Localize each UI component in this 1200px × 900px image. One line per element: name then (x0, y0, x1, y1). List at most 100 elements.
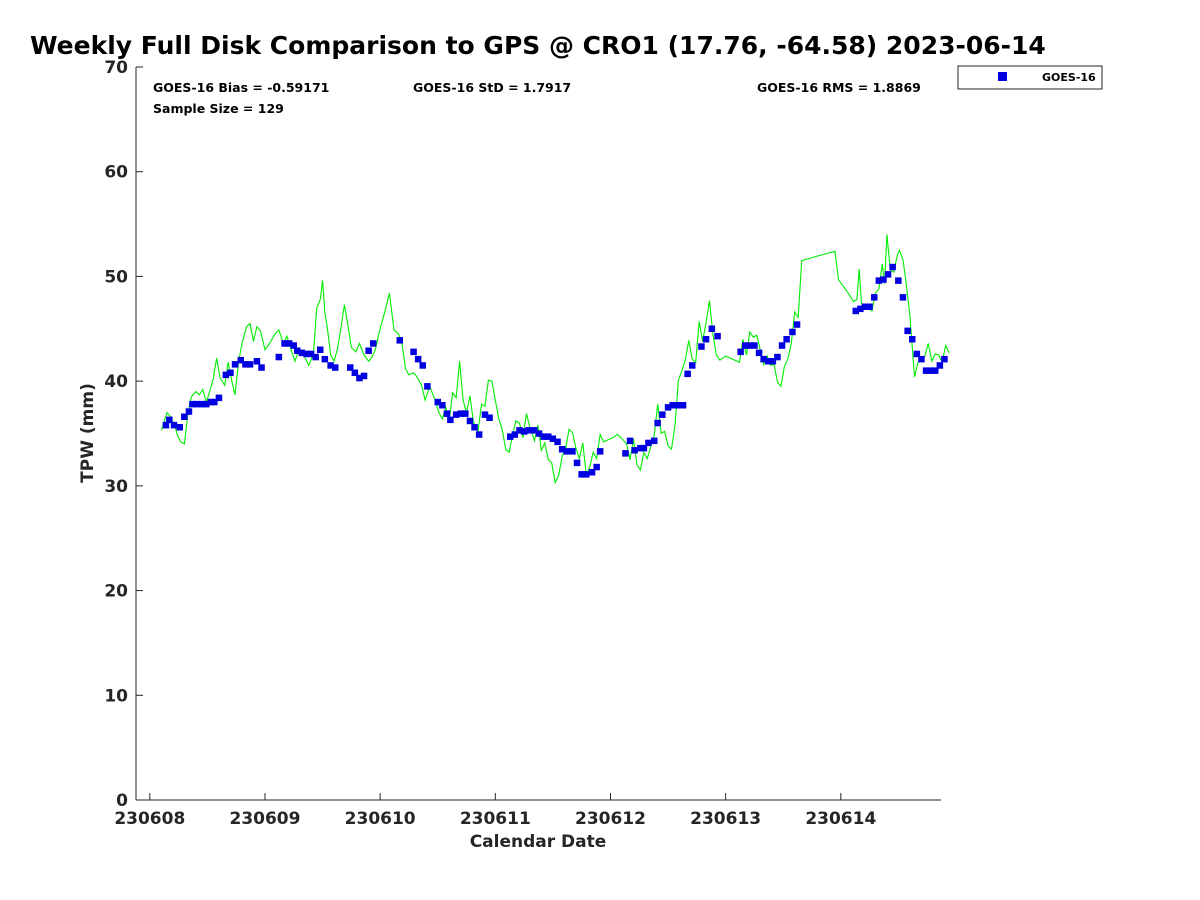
data-point (507, 433, 514, 440)
data-point (414, 355, 422, 363)
data-point (549, 435, 557, 442)
data-point (198, 400, 205, 408)
data-point (932, 367, 939, 374)
data-point (307, 350, 315, 358)
axis-ticks: 0 10 20 30 40 50 60 70 230608 230609 230610 230611 2… (104, 58, 876, 829)
data-point (563, 448, 570, 455)
legend-box (957, 65, 1103, 90)
y-tick-label: 70 (104, 58, 128, 78)
data-point (525, 427, 532, 434)
y-tick-label: 10 (104, 686, 128, 706)
data-point (347, 364, 354, 371)
data-point (899, 294, 907, 301)
data-point (462, 410, 469, 417)
data-point (439, 402, 446, 409)
data-point (684, 370, 691, 378)
data-point (755, 349, 763, 357)
data-point (360, 372, 368, 380)
data-point (558, 446, 566, 453)
legend-marker (998, 72, 1007, 81)
data-point (746, 342, 754, 349)
data-point (689, 362, 696, 369)
stat-sample-size: Sample Size = 129 (153, 101, 284, 116)
data-point (674, 402, 681, 409)
y-tick-label: 30 (104, 477, 128, 497)
data-point (904, 327, 911, 335)
data-point (520, 428, 528, 435)
data-point (742, 342, 749, 349)
data-point (312, 353, 319, 361)
data-point (778, 342, 786, 349)
series-markers (162, 263, 948, 478)
data-point (765, 358, 772, 365)
data-point (424, 383, 431, 390)
stat-bias: GOES-16 Bias = -0.59171 (153, 80, 329, 95)
data-point (535, 430, 543, 437)
data-point (793, 321, 801, 328)
data-point (698, 343, 705, 350)
x-axis-label: Calendar Date (470, 832, 607, 852)
plot-area: 0 10 20 30 40 50 60 70 230608 230609 230610 230611 2… (104, 58, 950, 829)
data-point (922, 367, 930, 374)
data-point (783, 336, 790, 343)
data-point (702, 336, 710, 343)
data-point (237, 356, 244, 364)
y-axis-label: TPW (mm) (78, 383, 98, 483)
data-point (884, 271, 892, 278)
data-point (365, 347, 372, 354)
data-point (452, 411, 460, 418)
y-tick-label: 40 (104, 372, 128, 392)
data-point (583, 471, 590, 478)
data-point (227, 369, 234, 376)
data-point (751, 342, 758, 349)
data-point (927, 367, 934, 374)
x-tick-label: 230611 (460, 809, 531, 829)
data-point (466, 417, 474, 425)
data-point (511, 431, 519, 438)
data-point (321, 355, 329, 363)
data-point (231, 361, 239, 368)
stat-rms: GOES-16 RMS = 1.8869 (757, 80, 921, 95)
data-point (866, 303, 873, 310)
data-point (317, 346, 324, 353)
data-point (396, 337, 403, 344)
data-point (880, 276, 887, 283)
x-tick-label: 230610 (345, 809, 416, 829)
data-point (622, 450, 629, 457)
data-point (294, 347, 301, 354)
data-point (889, 263, 896, 271)
data-point (181, 413, 188, 420)
data-point (475, 431, 483, 438)
data-point (222, 371, 230, 379)
data-point (852, 307, 859, 315)
data-point (708, 325, 716, 332)
data-point (531, 427, 538, 434)
data-point (434, 398, 441, 406)
data-point (545, 433, 552, 440)
legend: GOES-16 (957, 65, 1103, 90)
data-point (918, 355, 925, 363)
data-point (170, 421, 178, 429)
data-point (351, 369, 359, 376)
data-point (626, 437, 634, 445)
x-tick-label: 230612 (575, 809, 646, 829)
data-point (285, 340, 293, 347)
data-point (481, 411, 489, 418)
data-point (573, 459, 581, 467)
data-point (593, 463, 600, 471)
data-point (189, 400, 196, 408)
data-point (327, 362, 334, 369)
data-point (909, 336, 916, 343)
data-point (631, 447, 638, 454)
data-point (207, 398, 215, 406)
data-point (875, 277, 883, 284)
data-point (774, 353, 781, 361)
data-point (471, 424, 478, 431)
data-point (871, 294, 878, 301)
data-point (332, 364, 339, 371)
data-point (290, 342, 297, 349)
legend-label: GOES-16 (1042, 71, 1096, 84)
data-point (443, 410, 451, 417)
data-point (281, 340, 288, 347)
